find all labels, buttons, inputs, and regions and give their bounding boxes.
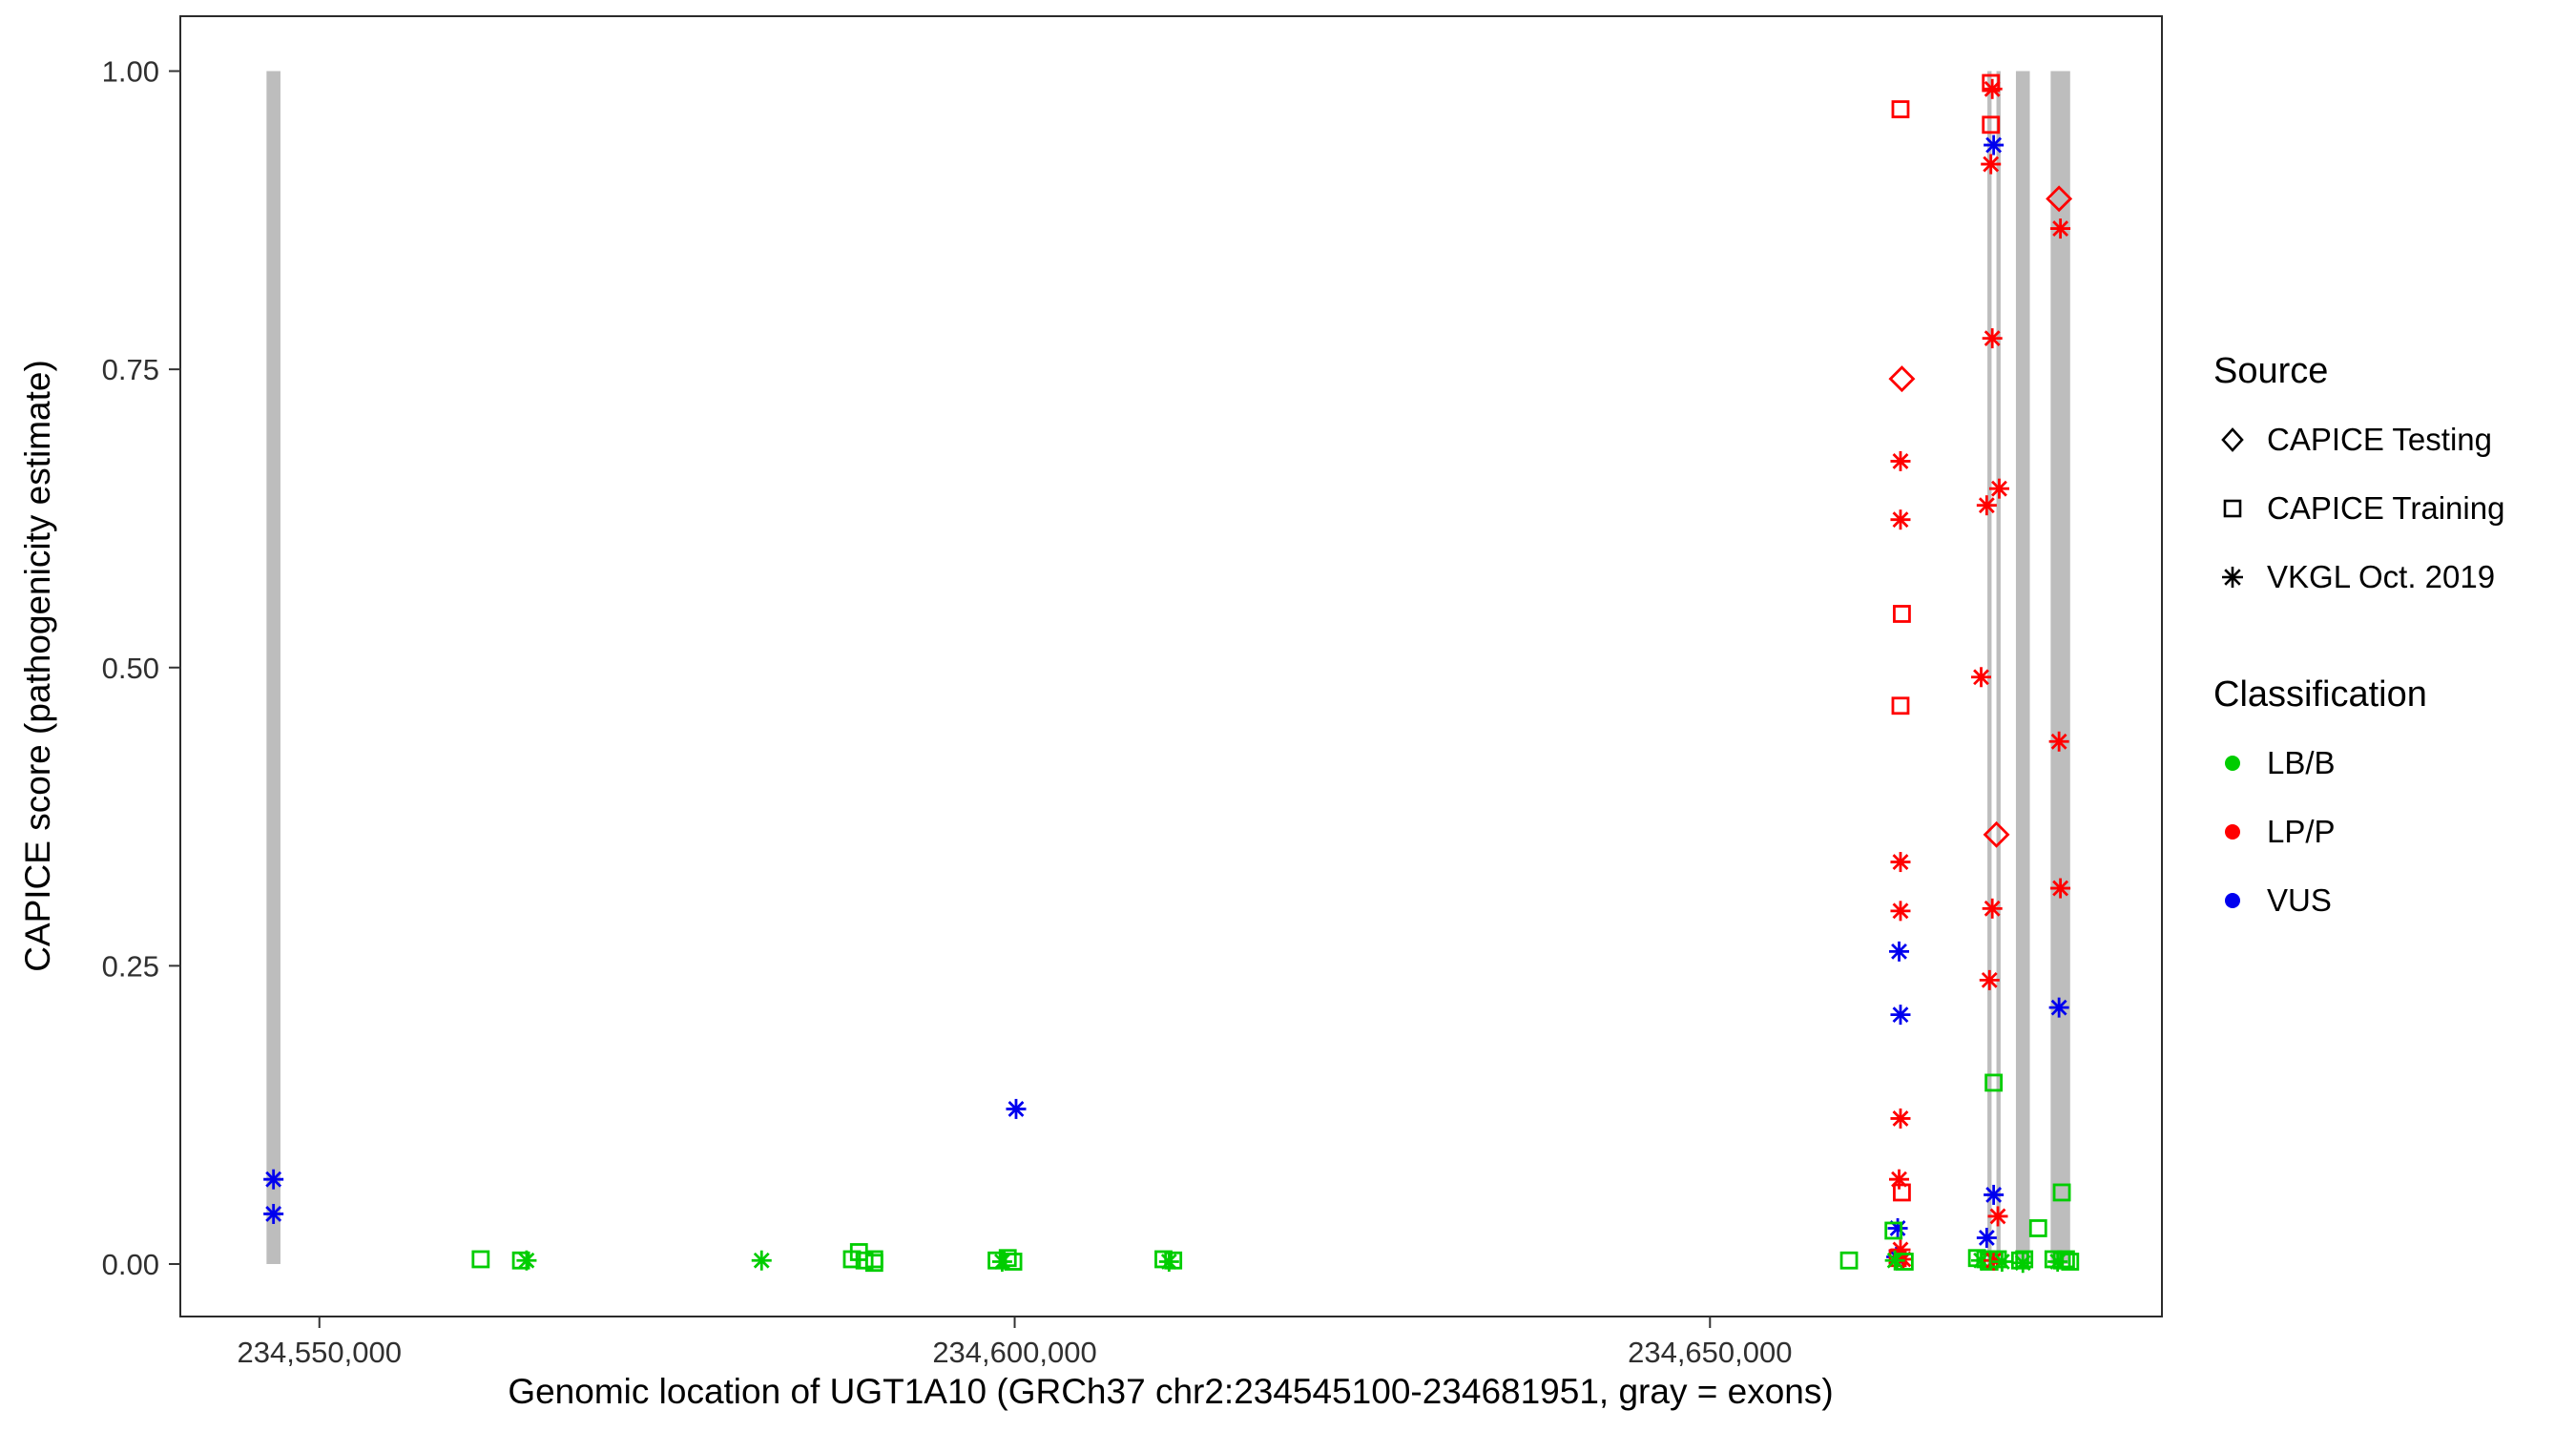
data-point-diamond xyxy=(2046,185,2073,213)
data-point-square xyxy=(1004,1253,1023,1271)
data-point-square xyxy=(855,1251,874,1270)
data-point-asterisk xyxy=(1006,1098,1027,1119)
y-tick-label: 0.50 xyxy=(102,652,159,685)
data-point-square xyxy=(471,1250,490,1269)
data-point-asterisk xyxy=(1890,1005,1911,1026)
legend-item-lbb: LB/B xyxy=(2213,729,2504,798)
data-point-asterisk xyxy=(2048,731,2069,752)
data-point-square xyxy=(1984,1073,2004,1092)
red-dot-icon xyxy=(2213,813,2252,851)
data-point-asterisk xyxy=(1976,495,1997,516)
data-point-square xyxy=(1893,605,1911,623)
data-point-asterisk xyxy=(1890,901,1911,922)
y-tick-label: 0.75 xyxy=(102,353,159,386)
legend-classification: Classification LB/B LP/P xyxy=(2213,674,2504,935)
y-tick-label: 1.00 xyxy=(102,55,159,89)
legend-source: Source CAPICE Testing CAPICE Training xyxy=(2213,351,2504,612)
legend-item-vkgl: VKGL Oct. 2019 xyxy=(2213,543,2504,612)
data-point-asterisk xyxy=(1984,1184,2005,1205)
diamond-icon xyxy=(2213,421,2252,459)
exon-bar xyxy=(2015,71,2030,1264)
data-point-asterisk xyxy=(1887,1217,1908,1238)
legend-item-lpp: LP/P xyxy=(2213,798,2504,866)
legend-item-label: CAPICE Training xyxy=(2267,490,2505,526)
panel-border xyxy=(179,15,2163,1317)
data-point-asterisk xyxy=(1982,78,2003,99)
data-point-square xyxy=(1891,100,1910,118)
data-point-asterisk xyxy=(1890,852,1911,873)
legend-item-vus: VUS xyxy=(2213,866,2504,935)
legend: Source CAPICE Testing CAPICE Training xyxy=(2213,351,2504,935)
data-point-asterisk xyxy=(1971,667,1992,688)
data-point-square xyxy=(2057,1250,2075,1269)
data-point-asterisk xyxy=(2050,218,2071,239)
data-point-asterisk xyxy=(1981,154,2002,175)
data-point-square xyxy=(1895,1253,1914,1271)
exon-bar xyxy=(266,71,280,1264)
data-point-asterisk xyxy=(1987,1206,2008,1227)
data-point-asterisk xyxy=(1890,509,1911,530)
data-point-square xyxy=(1982,115,2001,135)
y-tick-label: 0.25 xyxy=(102,949,159,983)
exon-bar xyxy=(1996,71,2001,1264)
legend-item-capice-training: CAPICE Training xyxy=(2213,474,2504,543)
data-point-square xyxy=(1839,1251,1859,1270)
data-point-asterisk xyxy=(1884,1250,1905,1271)
data-point-asterisk xyxy=(2012,1253,2033,1274)
data-point-asterisk xyxy=(516,1250,537,1271)
data-point-asterisk xyxy=(1979,969,2000,990)
data-point-square xyxy=(1891,696,1910,716)
data-point-asterisk xyxy=(2048,997,2069,1018)
data-point-asterisk xyxy=(1976,1227,1997,1248)
legend-classification-title: Classification xyxy=(2213,674,2427,715)
exon-bar xyxy=(2050,71,2070,1264)
legend-item-label: LP/P xyxy=(2267,814,2336,849)
green-dot-icon xyxy=(2213,744,2252,782)
legend-item-label: CAPICE Testing xyxy=(2267,422,2492,457)
data-point-square xyxy=(998,1249,1017,1268)
data-point-asterisk xyxy=(2050,878,2071,899)
asterisk-icon xyxy=(2213,558,2252,596)
data-point-asterisk xyxy=(1889,1169,1910,1190)
data-point-diamond xyxy=(1888,365,1916,393)
legend-item-label: VKGL Oct. 2019 xyxy=(2267,559,2496,594)
data-point-square xyxy=(2052,1183,2071,1202)
legend-item-label: VUS xyxy=(2267,882,2332,918)
legend-item-label: LB/B xyxy=(2267,745,2336,780)
data-point-square xyxy=(1164,1251,1183,1270)
data-point-diamond xyxy=(1983,820,2010,848)
data-point-asterisk xyxy=(1889,941,1910,962)
y-axis-label: CAPICE score (pathogenicity estimate) xyxy=(18,360,57,972)
x-tick-label: 234,550,000 xyxy=(238,1336,402,1369)
data-point-square xyxy=(864,1254,883,1273)
data-point-asterisk xyxy=(1890,450,1911,471)
square-icon xyxy=(2213,489,2252,528)
x-tick-label: 234,600,000 xyxy=(932,1336,1096,1369)
legend-item-capice-testing: CAPICE Testing xyxy=(2213,405,2504,474)
data-point-asterisk xyxy=(263,1169,284,1190)
legend-source-title: Source xyxy=(2213,351,2329,391)
y-tick-label: 0.00 xyxy=(102,1248,159,1281)
x-tick-label: 234,650,000 xyxy=(1628,1336,1792,1369)
blue-dot-icon xyxy=(2213,881,2252,920)
data-point-square xyxy=(2028,1219,2047,1237)
data-point-square xyxy=(2061,1253,2080,1271)
data-point-square xyxy=(2015,1250,2034,1269)
data-point-asterisk xyxy=(1991,1251,2012,1272)
data-point-asterisk xyxy=(263,1203,284,1224)
data-point-square xyxy=(1884,1221,1903,1240)
data-point-asterisk xyxy=(1982,898,2003,919)
x-axis-label: Genomic location of UGT1A10 (GRCh37 chr2… xyxy=(508,1372,1834,1411)
data-point-square xyxy=(1893,1183,1911,1202)
data-point-asterisk xyxy=(1890,1108,1911,1129)
data-point-asterisk xyxy=(751,1250,772,1271)
data-point-asterisk xyxy=(1982,328,2003,349)
data-point-asterisk xyxy=(1988,478,2009,499)
data-point-asterisk xyxy=(1984,135,2005,156)
exon-bar xyxy=(1987,71,1992,1264)
